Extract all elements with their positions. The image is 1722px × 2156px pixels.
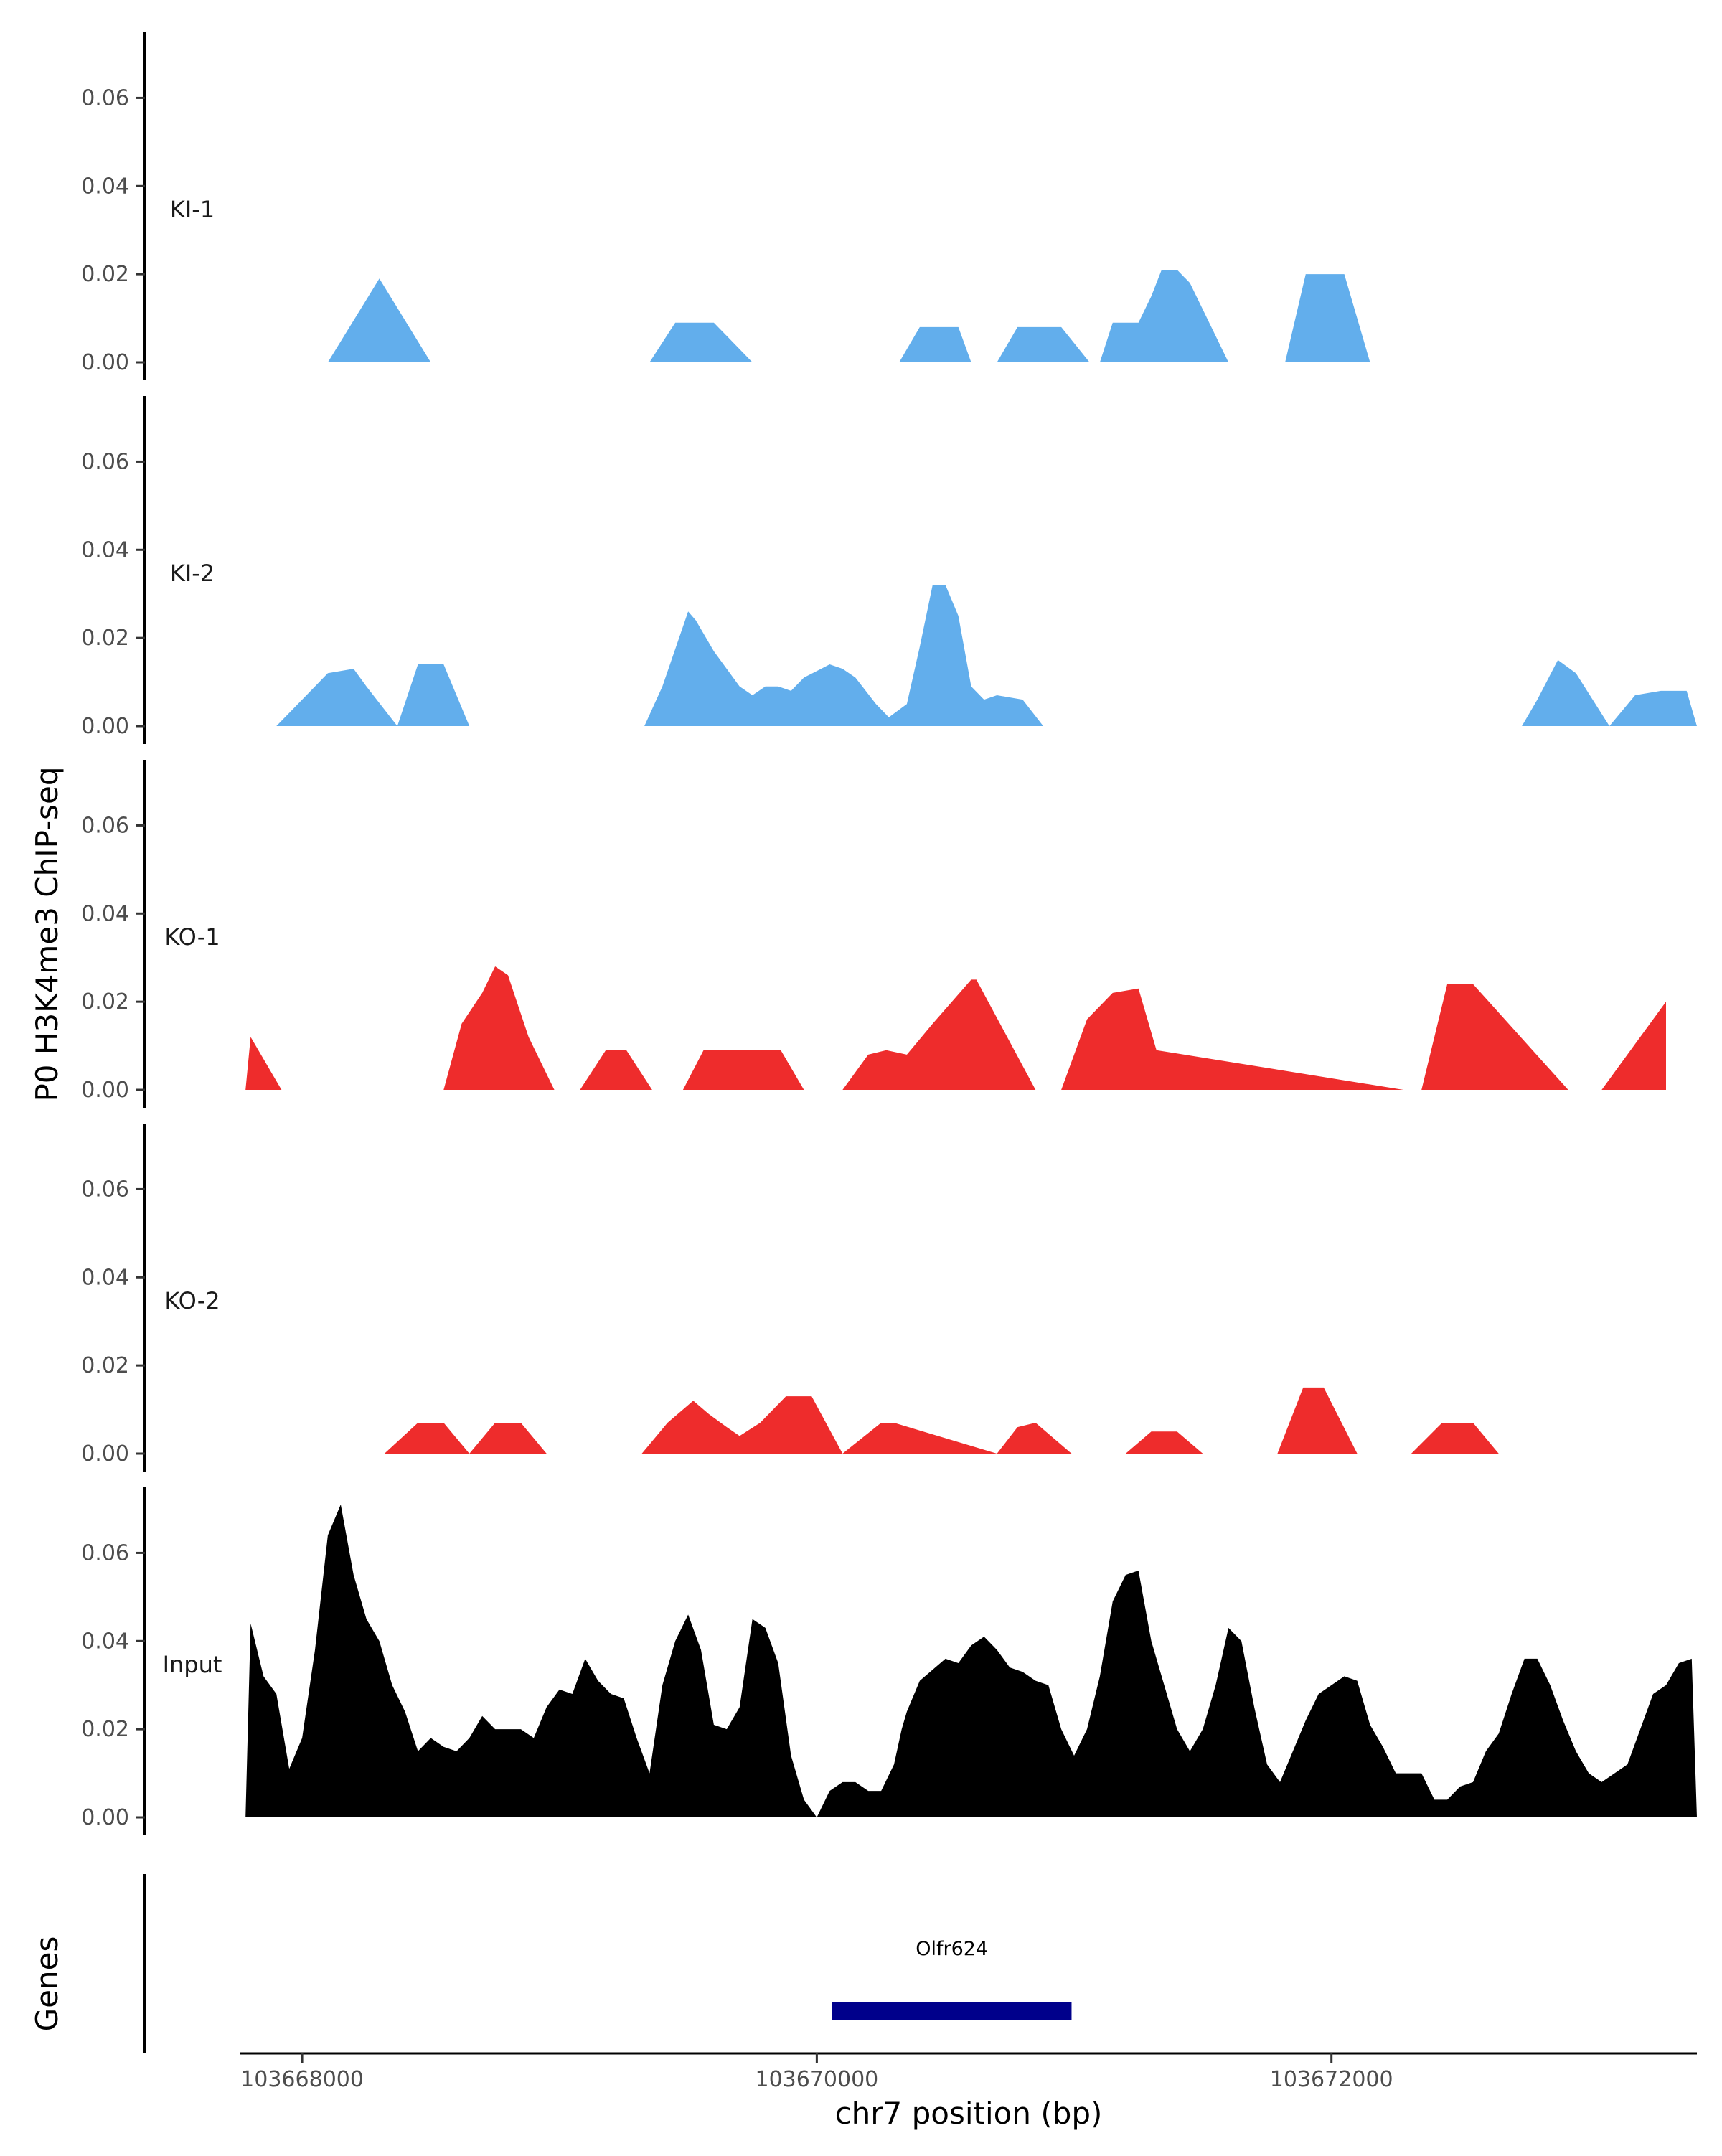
track-panel-ko-1: 0.00 0.02 0.04 0.06 KO-1 xyxy=(81,760,1667,1108)
y-tick-label: 0.00 xyxy=(81,1078,129,1103)
x-axis-title: chr7 position (bp) xyxy=(835,2096,1103,2131)
signal-area-ki-1 xyxy=(327,270,1370,362)
y-axis-title: P0 H3K4me3 ChIP-seq xyxy=(29,766,65,1101)
gene-bar xyxy=(832,2002,1072,2020)
y-tick-label: 0.00 xyxy=(81,1441,129,1467)
track-panel-ki-2: 0.00 0.02 0.04 0.06 KI-2 xyxy=(81,396,1698,744)
y-tick-label: 0.06 xyxy=(81,85,129,110)
y-tick-label: 0.04 xyxy=(81,1629,129,1654)
signal-area-ko-2 xyxy=(384,1387,1499,1454)
track-label: KO-2 xyxy=(164,1287,220,1314)
gene-label: Olfr624 xyxy=(916,1938,988,1960)
y-tick-label: 0.00 xyxy=(81,350,129,375)
y-tick-label: 0.06 xyxy=(81,1177,129,1202)
track-panel-input: 0.00 0.02 0.04 0.06 Input xyxy=(81,1487,1698,1835)
signal-area-ki-2 xyxy=(276,585,1698,726)
y-tick-label: 0.02 xyxy=(81,989,129,1015)
y-tick-label: 0.02 xyxy=(81,1717,129,1742)
track-label: KI-2 xyxy=(170,560,215,587)
y-tick-label: 0.06 xyxy=(81,813,129,838)
x-axis: chr7 position (bp) 103668000 103670000 103… xyxy=(240,2052,1697,2131)
x-tick-label: 103668000 xyxy=(240,2067,364,2092)
y-tick-label: 0.04 xyxy=(81,1265,129,1290)
genes-panel: Genes Olfr624 xyxy=(29,1874,1072,2053)
x-tick-label: 103670000 xyxy=(755,2067,878,2092)
y-tick-label: 0.04 xyxy=(81,537,129,562)
genes-axis-title: Genes xyxy=(29,1936,65,2032)
y-tick-label: 0.06 xyxy=(81,1540,129,1566)
y-tick-label: 0.00 xyxy=(81,714,129,739)
y-tick-label: 0.02 xyxy=(81,262,129,287)
track-label: KI-1 xyxy=(170,196,215,223)
y-tick-label: 0.02 xyxy=(81,1353,129,1378)
signal-area-input xyxy=(245,1504,1698,1817)
y-tick-label: 0.06 xyxy=(81,449,129,474)
track-label: KO-1 xyxy=(164,923,220,951)
track-panel-ko-2: 0.00 0.02 0.04 0.06 KO-2 xyxy=(81,1124,1499,1472)
y-tick-label: 0.02 xyxy=(81,626,129,651)
tracks-layer: 0.00 0.02 0.04 0.06 KI-1 0.00 0.02 0.04 0.06 KI-2… xyxy=(81,32,1698,1835)
signal-area-ko-1 xyxy=(245,966,1667,1090)
y-tick-label: 0.00 xyxy=(81,1805,129,1830)
track-label: Input xyxy=(163,1651,222,1678)
y-tick-label: 0.04 xyxy=(81,174,129,199)
y-tick-label: 0.04 xyxy=(81,901,129,926)
x-tick-label: 103672000 xyxy=(1270,2067,1393,2092)
track-panel-ki-1: 0.00 0.02 0.04 0.06 KI-1 xyxy=(81,32,1370,380)
